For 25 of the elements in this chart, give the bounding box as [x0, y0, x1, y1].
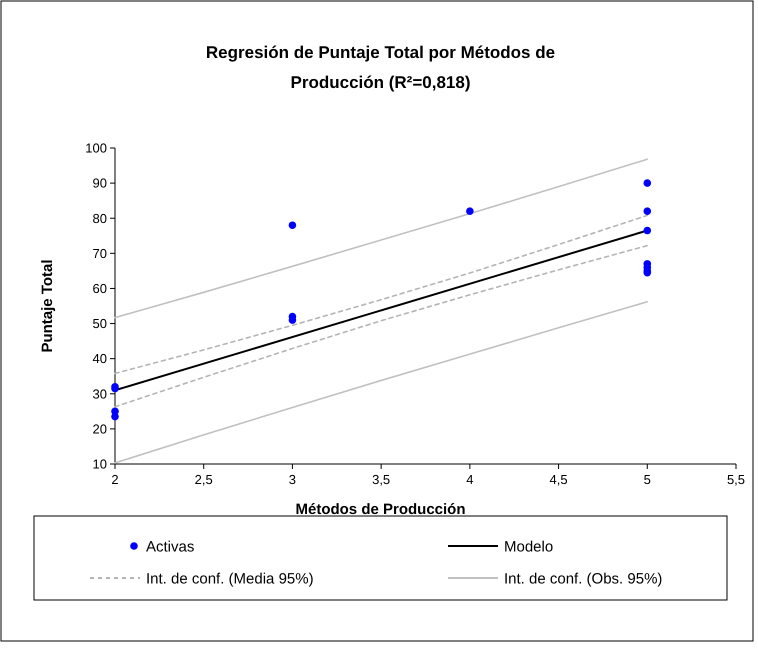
y-axis-title: Puntaje Total	[39, 259, 56, 353]
y-tick-label: 80	[92, 210, 107, 226]
y-tick-label: 60	[92, 280, 107, 296]
x-axis-title: Métodos de Producción	[295, 501, 466, 518]
x-tick-label: 2,5	[194, 472, 213, 487]
y-tick-label: 50	[92, 316, 107, 332]
x-tick-label: 5,5	[726, 472, 746, 487]
x-tick-label: 4	[466, 472, 474, 487]
y-tick-label: 10	[92, 456, 107, 472]
legend-label: Modelo	[504, 538, 554, 556]
y-tick-label: 100	[85, 140, 107, 156]
y-tick-label: 70	[92, 246, 107, 261]
x-tick-label: 2	[111, 472, 119, 487]
y-tick-label: 30	[92, 386, 107, 402]
x-tick-label: 5	[644, 472, 651, 487]
x-tick-label: 4,5	[550, 472, 568, 487]
legend-label: Activas	[146, 538, 194, 556]
y-tick-label: 40	[92, 351, 107, 366]
legend-label: Int. de conf. (Obs. 95%)	[504, 570, 662, 588]
chart-title: Regresión de Puntaje Total por Métodos de Producción (R²=0,818)	[206, 43, 556, 92]
x-tick-label: 3,5	[372, 472, 390, 487]
x-tick-label: 3	[288, 472, 296, 487]
y-tick-label: 90	[92, 176, 107, 191]
y-tick-label: 20	[92, 421, 107, 436]
legend-label: Int. de conf. (Media 95%)	[146, 570, 314, 588]
